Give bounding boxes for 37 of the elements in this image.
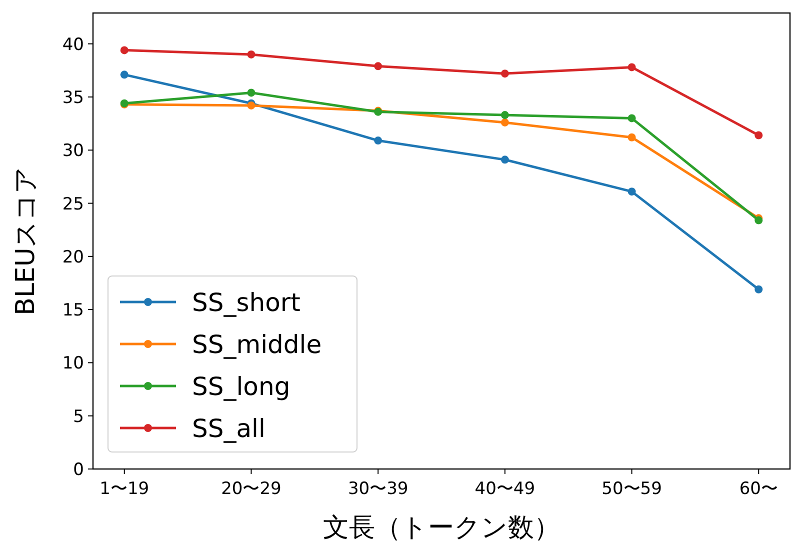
point	[500, 156, 509, 164]
x-tick-label: 20〜29	[221, 479, 282, 499]
y-tick-label: 40	[62, 34, 84, 55]
point	[374, 136, 382, 145]
point	[754, 285, 763, 294]
point	[247, 88, 256, 97]
y-tick-label: 25	[62, 194, 84, 214]
y-tick-label: 20	[62, 247, 84, 268]
y-axis-title: BLEUスコア	[11, 166, 41, 316]
point	[120, 70, 128, 79]
point	[500, 118, 509, 126]
point	[754, 131, 763, 140]
point	[500, 111, 509, 120]
y-tick-label: 35	[62, 88, 84, 108]
point	[628, 133, 636, 142]
legend-label: SS_long	[192, 372, 290, 401]
point	[628, 114, 636, 122]
x-tick-label: 30〜39	[348, 479, 408, 499]
legend-label: SS_middle	[192, 330, 322, 359]
point	[628, 188, 636, 196]
y-tick-label: 15	[62, 300, 84, 321]
point	[374, 62, 382, 70]
x-tick-label: 50〜59	[602, 479, 662, 499]
y-tick-label: 30	[62, 141, 84, 162]
x-tick-label: 60〜	[739, 479, 778, 499]
y-tick-label: 0	[73, 460, 84, 480]
legend-label: SS_all	[192, 414, 266, 443]
point	[500, 70, 509, 78]
y-tick-label: 10	[62, 354, 84, 374]
y-tick-label: 5	[73, 406, 84, 427]
point	[628, 63, 636, 72]
point	[247, 50, 256, 58]
x-tick-label: 1〜19	[100, 479, 150, 499]
x-tick-label: 40〜49	[474, 479, 536, 499]
legend-label: SS_short	[192, 288, 301, 317]
point	[120, 46, 128, 54]
x-axis-title: 文長（トークン数）	[323, 513, 560, 542]
